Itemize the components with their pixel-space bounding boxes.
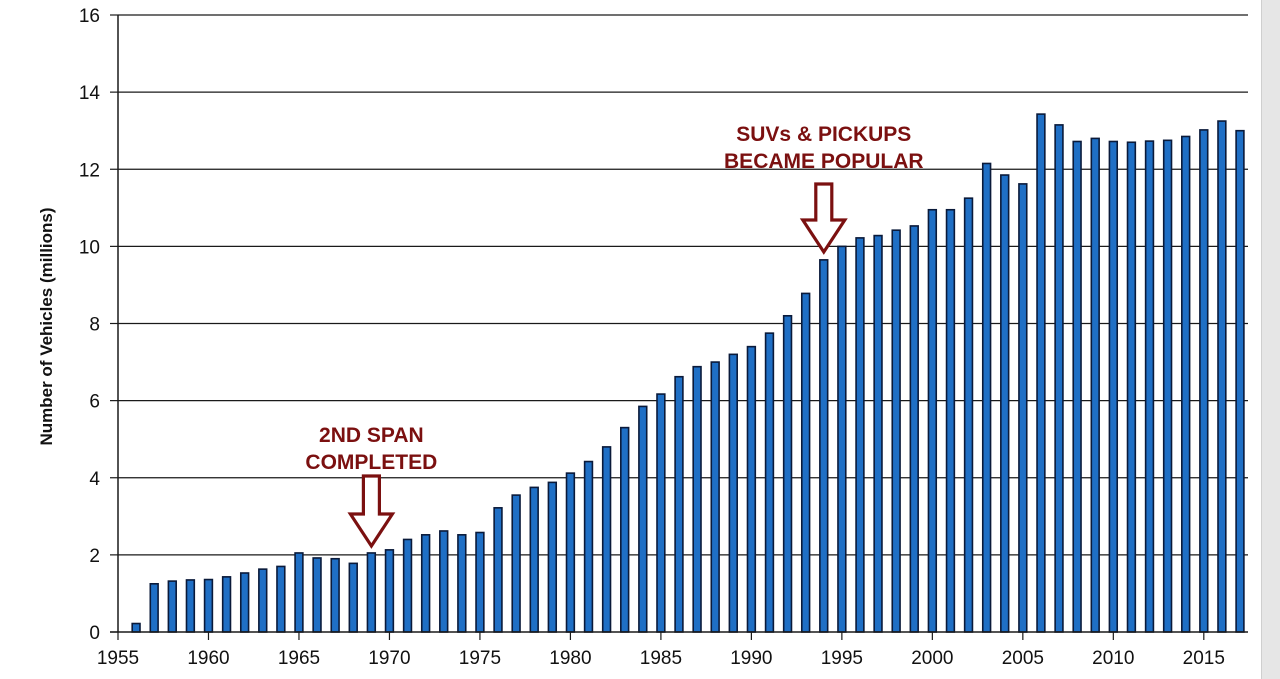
x-tick-label: 1960 [187,648,229,669]
annotation-label: SUVs & PICKUPS [736,123,911,146]
bar-1981 [583,460,594,633]
bar-1986 [674,375,684,633]
bar-1993 [800,292,811,633]
bar-1994 [819,259,829,633]
bar-1983 [620,426,630,633]
bar-1974 [457,534,467,633]
bar-2006 [1036,113,1046,633]
bar-1991 [764,332,775,633]
bar-1968 [348,562,358,633]
annotation-label: 2ND SPAN [319,424,424,447]
bar-2003 [981,162,992,633]
bar-1973 [439,530,449,633]
bar-1977 [511,494,521,633]
annotation-label: COMPLETED [305,451,437,474]
annotations: 2ND SPAN COMPLETED SUVs & PICKUPS BECAME PO… [305,123,924,549]
bar-1957 [149,582,159,633]
x-tick-label: 1955 [97,648,139,669]
down-arrow-icon [799,182,848,255]
bar-2000 [927,208,938,633]
bar-1966 [312,557,322,633]
bar-1963 [258,568,268,633]
bar-1988 [710,361,720,633]
bar-1961 [221,576,232,633]
y-tick-label: 12 [79,160,100,181]
x-tick-label: 1980 [549,648,591,669]
bar-1978 [529,486,539,633]
x-tick-label: 1990 [730,648,772,669]
bar-2015 [1199,129,1209,633]
bar-1984 [638,405,648,633]
bar-2008 [1072,140,1082,633]
bar-1985 [656,393,666,633]
y-tick-label: 6 [89,392,100,413]
bar-1992 [782,314,793,633]
bar-2011 [1126,141,1137,633]
y-tick-label: 14 [79,83,101,104]
bar-1960 [203,578,214,633]
x-tick-label: 1975 [459,648,501,669]
bar-1958 [167,580,177,633]
y-tick-label: 4 [89,469,100,490]
bar-1971 [402,538,413,633]
bar-2013 [1162,139,1173,633]
bar-1969 [366,552,377,633]
x-tick-label: 1995 [821,648,863,669]
bar-2002 [963,197,974,633]
y-tick-label: 16 [79,6,100,27]
bar-1996 [855,237,865,633]
y-tick-label: 8 [89,315,100,336]
bar-1962 [239,572,250,633]
y-tick-label: 2 [89,546,100,567]
y-tick-label: 10 [79,237,100,258]
x-tick-label: 2000 [911,648,953,669]
y-tick-label: 0 [89,623,100,644]
bar-1967 [330,557,340,633]
x-tick-label: 1970 [368,648,410,669]
bar-1972 [420,534,431,633]
bar-1990 [746,345,757,633]
bar-1997 [873,234,883,633]
x-tick-label: 1965 [278,648,320,669]
bar-1998 [891,229,901,633]
bar-2009 [1090,137,1100,633]
bar-1959 [185,579,196,633]
bar-1987 [692,365,702,633]
bar-1970 [384,549,395,633]
bar-1975 [475,531,485,633]
bar-1964 [276,565,286,633]
x-tick-label: 2015 [1183,648,1225,669]
bar-1999 [909,225,919,633]
annotation-label: BECAME POPULAR [724,150,924,173]
x-tick-label: 2010 [1092,648,1134,669]
bar-2014 [1181,135,1191,633]
window-edge [1261,0,1280,679]
bar-2017 [1235,129,1245,633]
down-arrow-icon [347,474,396,549]
bar-1956 [131,622,141,633]
bar-2001 [945,208,956,633]
y-axis-title: Number of Vehicles (millions) [37,207,56,445]
bar-2012 [1144,140,1155,633]
bar-1979 [547,481,558,633]
bar-2007 [1054,124,1064,633]
tick-labels: 0 2 4 6 8 10 12 14 16 1955 1960 1965 1970 1975 1980 198… [37,6,1225,669]
bar-1976 [493,507,503,633]
bar-2016 [1217,120,1227,633]
x-tick-label: 2005 [1002,648,1044,669]
bar-2004 [1000,174,1010,633]
bar-1989 [728,353,738,633]
axes [110,14,1248,640]
bar-1982 [601,446,612,633]
bar-1965 [294,552,304,633]
bar-2010 [1108,140,1119,633]
bar-1995 [837,245,847,633]
x-tick-label: 1985 [640,648,682,669]
bar-1980 [565,472,576,633]
bar-2005 [1018,183,1028,633]
